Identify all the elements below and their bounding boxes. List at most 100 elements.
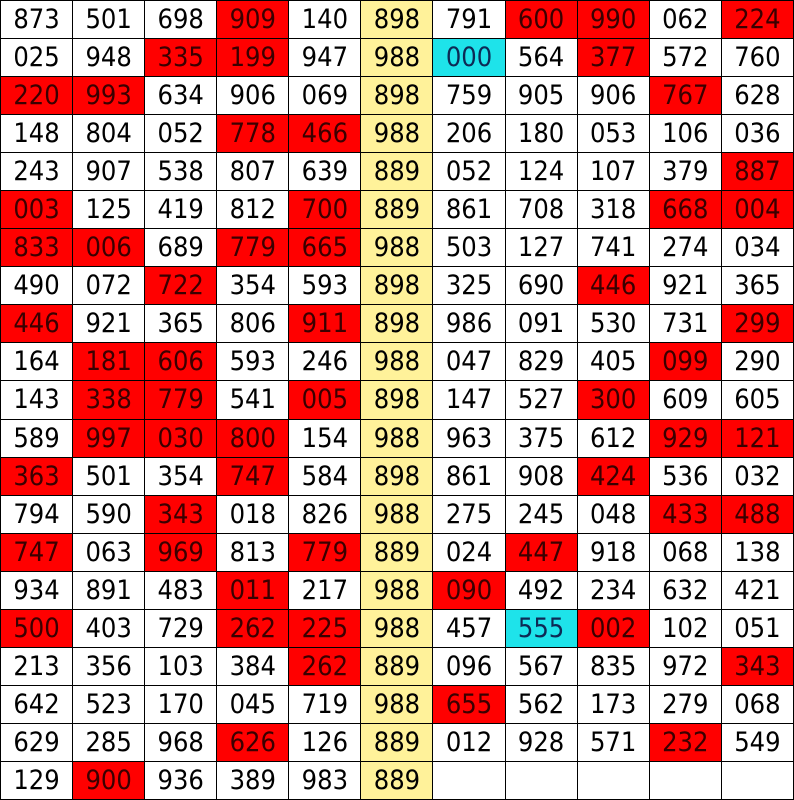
- grid-cell: 612: [576, 418, 650, 458]
- grid-cell: 530: [576, 304, 650, 344]
- grid-cell: 829: [504, 342, 578, 382]
- grid-cell: 600: [504, 0, 578, 40]
- grid-cell: 988: [360, 342, 434, 382]
- grid-cell: 379: [648, 152, 722, 192]
- grid-cell: 343: [144, 494, 218, 534]
- grid-cell: 936: [144, 760, 218, 800]
- grid-cell: 154: [288, 418, 362, 458]
- grid-cell: 490: [0, 266, 74, 306]
- grid-cell: 483: [144, 570, 218, 610]
- grid-cell: 527: [504, 380, 578, 420]
- grid-cell: 012: [432, 722, 506, 762]
- grid-cell: 988: [360, 608, 434, 648]
- grid-cell: 898: [360, 456, 434, 496]
- grid-cell: 356: [72, 646, 146, 686]
- grid-cell: 889: [360, 152, 434, 192]
- grid-cell: 826: [288, 494, 362, 534]
- grid-cell: 102: [648, 608, 722, 648]
- grid-cell: 011: [216, 570, 290, 610]
- grid-cell: 665: [288, 228, 362, 268]
- grid-cell: 325: [432, 266, 506, 306]
- grid-cell: 767: [648, 76, 722, 116]
- grid-cell: 199: [216, 38, 290, 78]
- grid-cell: 125: [72, 190, 146, 230]
- grid-cell: 003: [0, 190, 74, 230]
- grid-cell: 338: [72, 380, 146, 420]
- grid-cell: 232: [648, 722, 722, 762]
- grid-cell: 891: [72, 570, 146, 610]
- grid-cell: 589: [0, 418, 74, 458]
- grid-cell: 812: [216, 190, 290, 230]
- grid-cell: 909: [216, 0, 290, 40]
- grid-row: 129 900 936 389 983 889: [0, 760, 794, 800]
- grid-cell: 668: [648, 190, 722, 230]
- grid-cell: 275: [432, 494, 506, 534]
- grid-cell: 584: [288, 456, 362, 496]
- grid-cell: 889: [360, 532, 434, 572]
- grid-cell: 988: [360, 228, 434, 268]
- grid-cell: 898: [360, 304, 434, 344]
- grid-cell: 538: [144, 152, 218, 192]
- grid-cell: 018: [216, 494, 290, 534]
- grid-cell: [720, 760, 794, 800]
- grid-cell: 929: [648, 418, 722, 458]
- grid-cell: 988: [360, 570, 434, 610]
- grid-cell: 299: [720, 304, 794, 344]
- grid-row: 629 285 968 626 126 889 012 928 571 232 549: [0, 722, 794, 762]
- grid-cell: 590: [72, 494, 146, 534]
- grid-cell: 121: [720, 418, 794, 458]
- grid-cell: 988: [360, 114, 434, 154]
- grid-cell: 048: [576, 494, 650, 534]
- grid-cell: 988: [360, 494, 434, 534]
- grid-cell: 424: [576, 456, 650, 496]
- grid-cell: 605: [720, 380, 794, 420]
- grid-cell: 389: [216, 760, 290, 800]
- grid-cell: 343: [720, 646, 794, 686]
- grid-cell: 898: [360, 380, 434, 420]
- grid-cell: 500: [0, 608, 74, 648]
- grid-cell: 466: [288, 114, 362, 154]
- grid-cell: 170: [144, 684, 218, 724]
- grid-cell: 963: [432, 418, 506, 458]
- grid-cell: 433: [648, 494, 722, 534]
- grid-cell: 224: [720, 0, 794, 40]
- grid-cell: 457: [432, 608, 506, 648]
- grid-cell: 335: [144, 38, 218, 78]
- grid-row: 794 590 343 018 826 988 275 245 048 433 488: [0, 494, 794, 534]
- grid-cell: 905: [504, 76, 578, 116]
- grid-cell: 779: [144, 380, 218, 420]
- grid-cell: 005: [288, 380, 362, 420]
- grid-row: 243 907 538 807 639 889 052 124 107 379 887: [0, 152, 794, 192]
- grid-cell: 889: [360, 760, 434, 800]
- grid-cell: 501: [72, 0, 146, 40]
- grid-cell: 794: [0, 494, 74, 534]
- grid-cell: 861: [432, 456, 506, 496]
- grid-cell: 747: [216, 456, 290, 496]
- grid-cell: 729: [144, 608, 218, 648]
- grid-cell: 642: [0, 684, 74, 724]
- grid-row: 642 523 170 045 719 988 655 562 173 279 068: [0, 684, 794, 724]
- grid-cell: 213: [0, 646, 74, 686]
- grid-cell: 052: [144, 114, 218, 154]
- grid-cell: 898: [360, 76, 434, 116]
- grid-cell: 690: [504, 266, 578, 306]
- grid-cell: 968: [144, 722, 218, 762]
- grid-cell: 243: [0, 152, 74, 192]
- grid-cell: 492: [504, 570, 578, 610]
- grid-cell: 708: [504, 190, 578, 230]
- grid-cell: 127: [504, 228, 578, 268]
- grid-cell: 948: [72, 38, 146, 78]
- grid-row: 446 921 365 806 911 898 986 091 530 731 299: [0, 304, 794, 344]
- grid-row: 148 804 052 778 466 988 206 180 053 106 036: [0, 114, 794, 154]
- grid-cell: 898: [360, 0, 434, 40]
- grid-cell: 689: [144, 228, 218, 268]
- grid-cell: 262: [288, 646, 362, 686]
- grid-cell: 051: [720, 608, 794, 648]
- grid-row: 873 501 698 909 140 898 791 600 990 062 224: [0, 0, 794, 40]
- grid-cell: 889: [360, 722, 434, 762]
- grid-cell: 419: [144, 190, 218, 230]
- grid-cell: 906: [216, 76, 290, 116]
- grid-row: 490 072 722 354 593 898 325 690 446 921 365: [0, 266, 794, 306]
- grid-cell: 731: [648, 304, 722, 344]
- grid-cell: 835: [576, 646, 650, 686]
